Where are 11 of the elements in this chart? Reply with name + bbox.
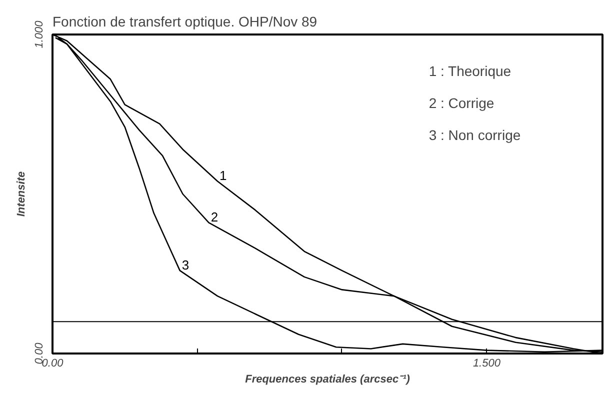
- y-axis-title: Intensite: [16, 171, 28, 217]
- annotation: 3 : Non corrige: [428, 126, 521, 143]
- annotation: 1 : Theorique: [428, 63, 512, 80]
- series-label: 2: [210, 210, 218, 225]
- x-axis-title: Frequences spatiales (arcsec⁻¹): [245, 374, 410, 386]
- series-label: 1: [220, 168, 227, 184]
- annotation: 2 : Corrige: [428, 95, 494, 112]
- x-tick-label: 1.500: [472, 358, 502, 370]
- series-label: 3: [182, 258, 190, 273]
- chart-title: Fonction de transfert optique. OHP/Nov 89: [52, 14, 318, 30]
- y-tick-label: 1.000: [34, 20, 46, 48]
